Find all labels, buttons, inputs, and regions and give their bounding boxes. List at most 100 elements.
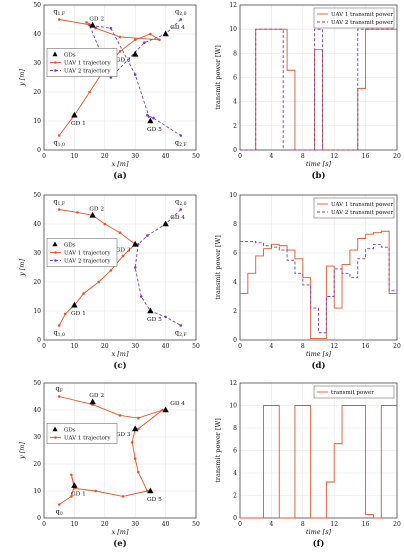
x-tick-label: 40 [162,521,170,528]
gd-marker [89,398,96,405]
trajectory-point [118,231,122,234]
y-tick-label: 30 [33,434,41,441]
x-tick-label: 16 [362,343,370,350]
trajectory-point [139,295,143,298]
trajectory-point [70,473,73,477]
trajectory-point [133,266,137,269]
gd-marker [147,487,154,494]
y-tick-label: 0 [37,147,41,154]
panel-3: 0 4 8 12 16 20 0 2 4 6 8 10 time [s] transmit power [… [214,192,401,371]
x-tick-label: 12 [330,343,338,350]
trajectory-point [57,324,61,327]
x-axis-label: x [m] [112,528,129,536]
y-tick-label: 8 [233,221,237,228]
gd-marker [162,406,169,413]
trajectory-point [146,234,149,237]
x-tick-label: 8 [301,153,305,160]
y-tick-label: 50 [33,2,41,9]
y-tick-label: 12 [229,2,237,9]
panel-0: 0 10 20 30 40 50 0 10 20 30 40 50 x [m] y [m] (a) GD 1 G… [18,2,200,181]
x-tick-label: 10 [71,343,79,350]
y-tick-label: 8 [233,425,237,432]
gd-marker [162,220,169,227]
y-tick-label: 40 [33,221,41,228]
series-line [134,209,182,326]
legend-gd-symbol [52,426,58,432]
panel-caption: (a) [113,170,127,181]
gd-marker [71,301,78,308]
legend-box [313,7,395,29]
point-annotation: q2,F [175,139,187,149]
y-tick-label: 0 [37,515,41,522]
trajectory-point [57,395,61,398]
trajectory-point [164,315,167,319]
y-tick-label: 40 [33,407,41,414]
x-tick-label: 20 [101,521,109,528]
y-tick-label: 10 [33,118,41,125]
y-axis-label: transmit power [W] [214,235,222,299]
trajectory-point [130,441,134,444]
y-tick-label: 6 [233,250,237,257]
legend-entry: UAV 1 trajectory [64,61,111,67]
x-tick-label: 50 [192,521,200,528]
trajectory-point [76,211,79,214]
x-tick-label: 8 [301,521,305,528]
legend-entry: UAV 2 trajectory [64,259,111,265]
trajectory-point [136,416,140,420]
trajectory-point [118,50,122,53]
x-tick-label: 0 [238,153,242,160]
y-tick-label: 50 [33,380,41,387]
x-tick-label: 16 [362,153,370,160]
panel-caption: (e) [113,538,126,549]
gd-label: GD 4 [170,215,185,221]
gd-marker [89,211,96,218]
panel-2: 0 10 20 30 40 50 0 10 20 30 40 50 x [m] y [m] (c) GD 1 G… [18,192,200,371]
y-tick-label: 2 [233,308,237,315]
trajectory-point [121,254,125,258]
legend-entry: UAV 1 transmit power [331,12,393,18]
legend-entry: GDs [64,243,76,249]
trajectory-point [136,470,140,474]
y-tick-label: 4 [233,99,237,106]
panel-caption: (b) [312,170,326,181]
x-tick-label: 0 [42,153,46,160]
trajectory-point [133,38,137,42]
x-tick-label: 30 [131,521,139,528]
y-tick-label: 10 [229,192,237,199]
y-tick-label: 20 [33,89,41,96]
y-axis-label: transmit power [W] [214,45,222,109]
point-annotation: q2,0 [175,198,187,208]
trajectory-point [109,269,113,272]
series-line [240,405,397,519]
y-tick-label: 20 [33,279,41,286]
gd-label: GD 1 [71,121,86,127]
y-tick-label: 20 [33,461,41,468]
trajectory-point [57,503,61,506]
trajectory-point [161,408,164,412]
x-tick-label: 20 [101,153,109,160]
gd-marker [71,111,78,118]
y-tick-label: 50 [33,192,41,199]
x-tick-label: 12 [330,153,338,160]
trajectory-point [143,41,146,44]
trajectory-point [70,495,73,498]
trajectory-point [136,243,140,246]
legend-box [46,423,118,444]
trajectory-point [158,38,161,42]
x-tick-label: 20 [101,343,109,350]
series-line [58,396,163,505]
trajectory-point [133,457,137,460]
legend-dot-symbol [54,61,57,64]
gd-marker [132,425,139,432]
series-line [240,28,397,151]
trajectory-point [85,21,88,24]
x-tick-label: 30 [131,153,139,160]
y-axis-label: y [m] [18,69,26,87]
series-line [240,230,397,339]
gd-marker [147,117,154,124]
gd-label: GD 2 [89,16,104,22]
gd-marker [132,240,139,247]
x-tick-label: 4 [269,153,273,160]
